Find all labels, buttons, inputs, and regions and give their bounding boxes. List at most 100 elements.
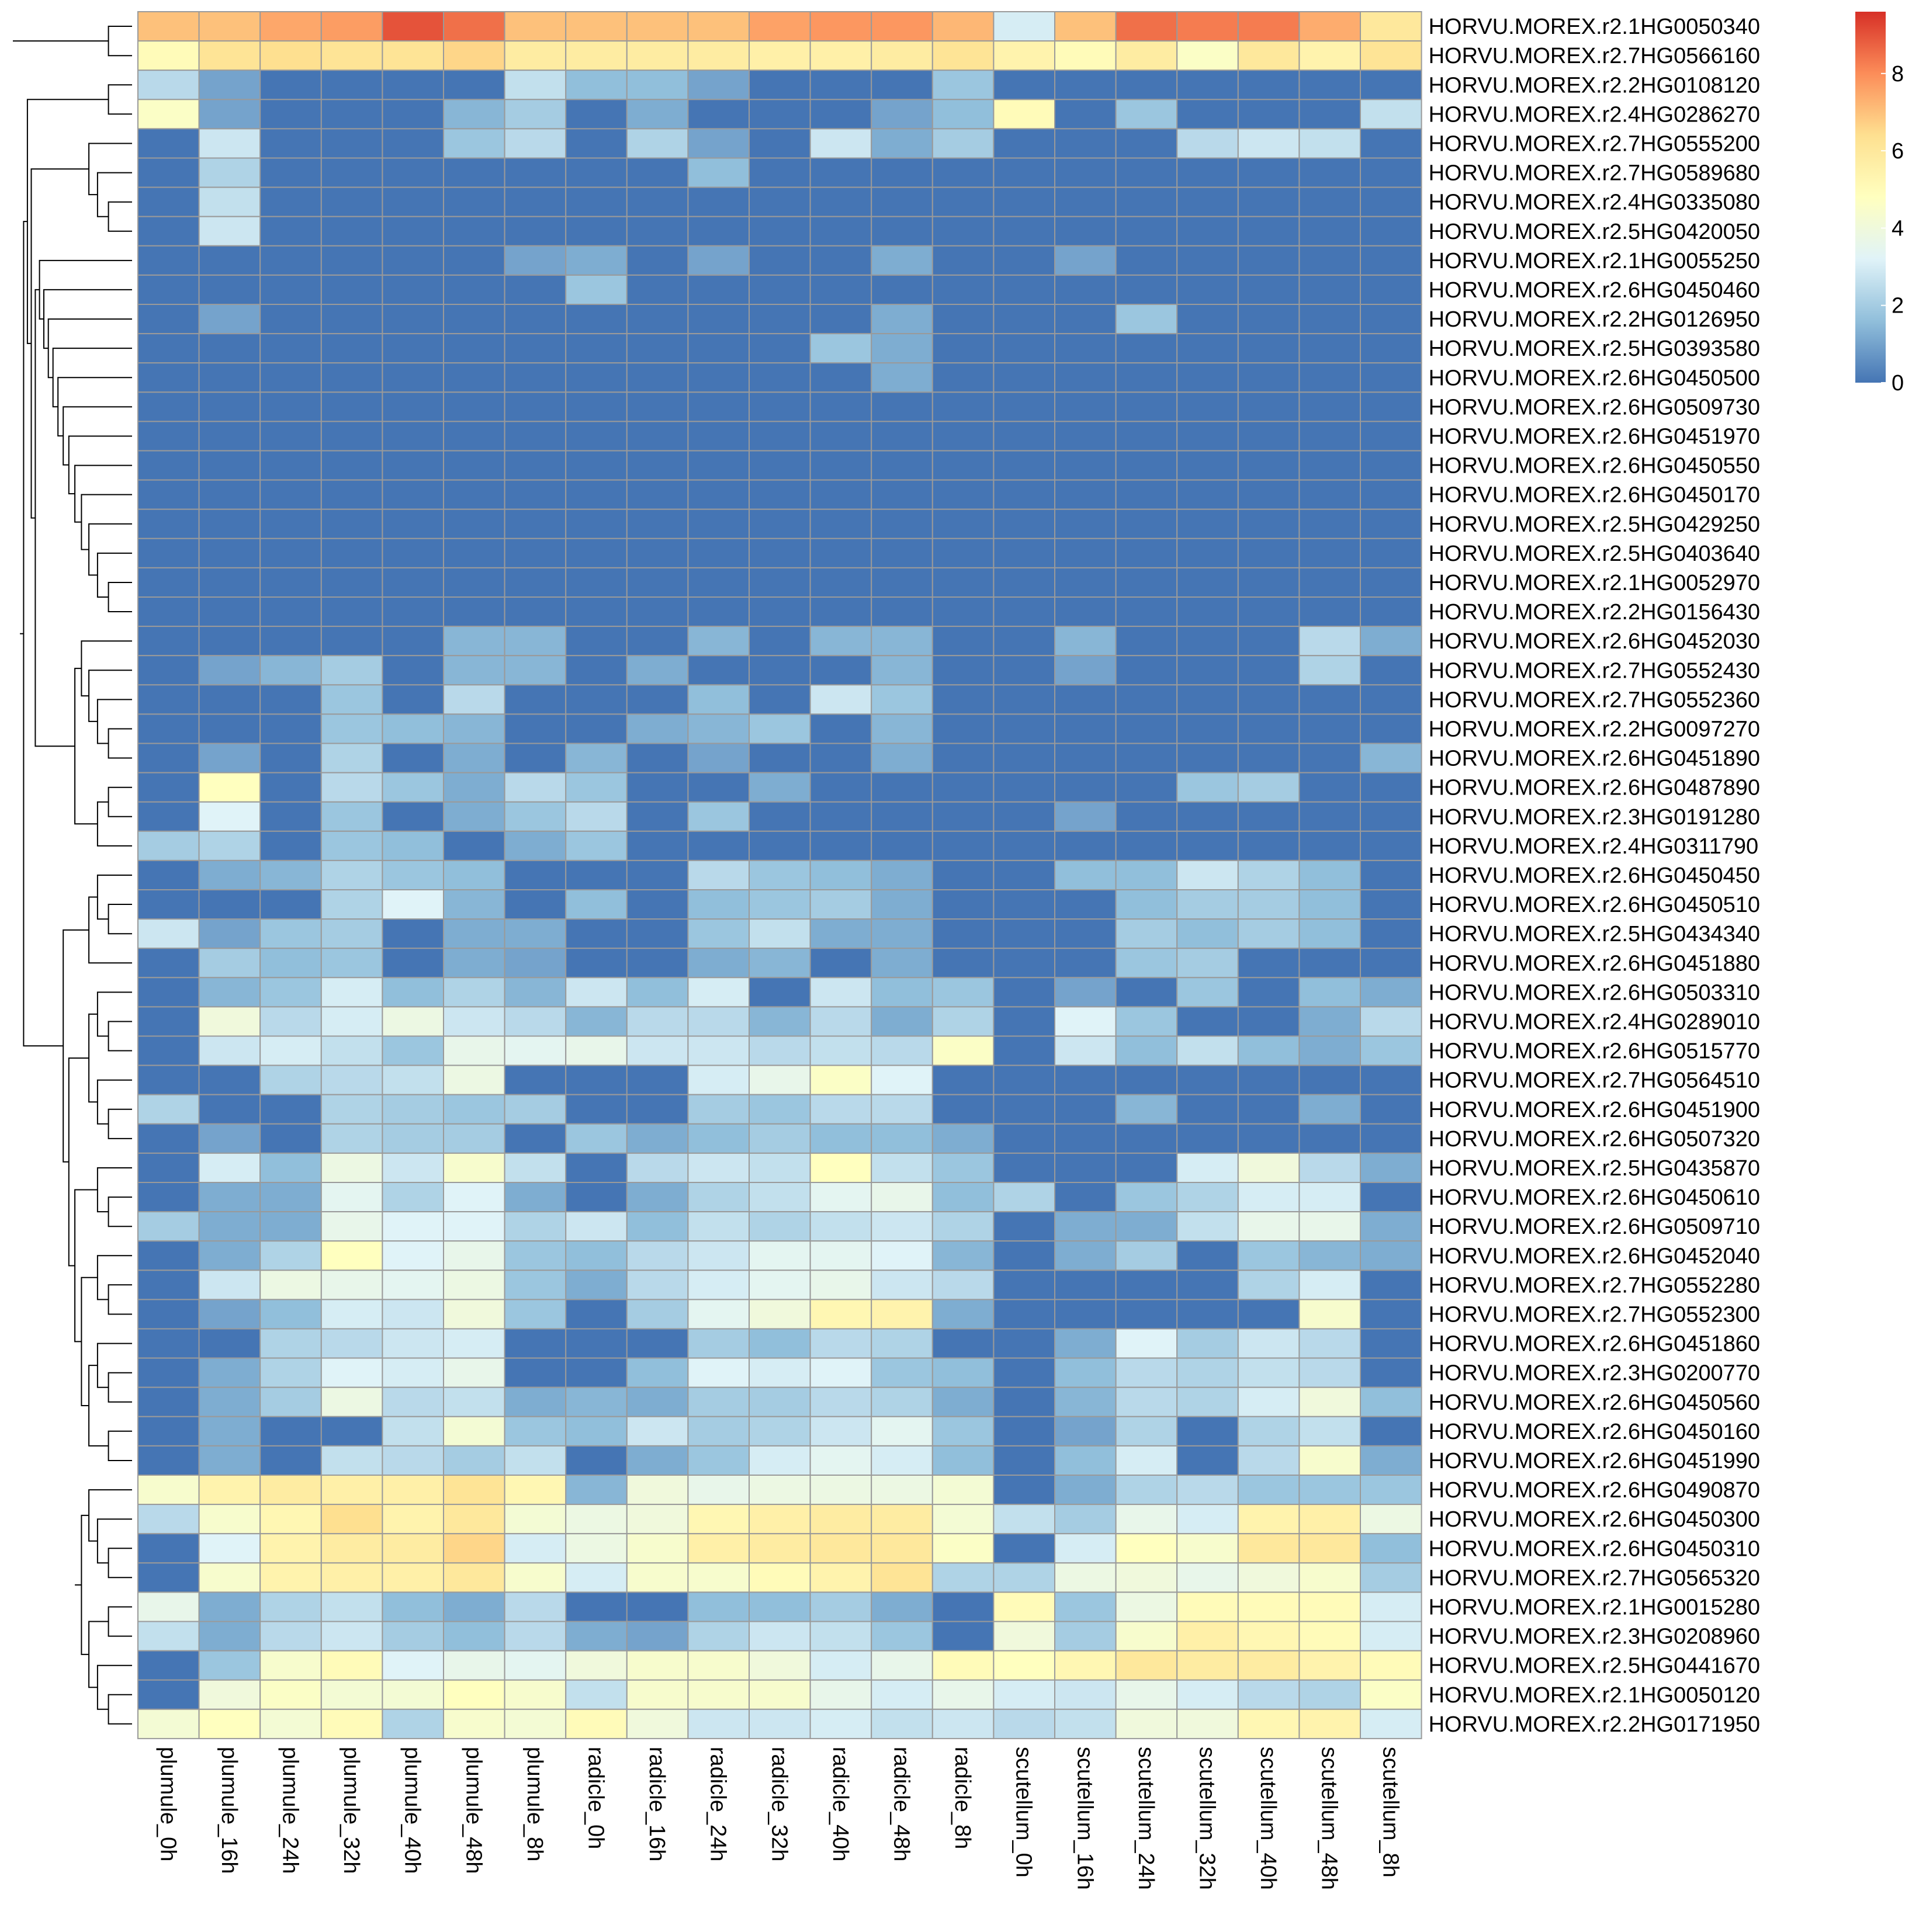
heatmap-cell bbox=[1237, 450, 1300, 481]
heatmap-cell bbox=[1360, 508, 1422, 539]
heatmap-cell bbox=[931, 567, 995, 598]
heatmap-cell bbox=[871, 948, 933, 979]
heatmap-cell bbox=[931, 421, 995, 452]
heatmap-cell bbox=[871, 1679, 933, 1710]
heatmap-cell bbox=[382, 1416, 445, 1447]
heatmap-cell bbox=[1176, 567, 1239, 598]
row-label: HORVU.MOREX.r2.2HG0126950 bbox=[1429, 307, 1760, 332]
heatmap-cell bbox=[1237, 333, 1300, 364]
heatmap-cell bbox=[443, 1211, 505, 1242]
heatmap-cell bbox=[993, 70, 1056, 100]
heatmap-cell bbox=[1176, 1445, 1239, 1476]
heatmap-cell bbox=[382, 1094, 445, 1125]
heatmap-cell bbox=[382, 1504, 445, 1535]
heatmap-cell bbox=[1237, 1123, 1300, 1154]
heatmap-cell bbox=[1298, 830, 1361, 861]
heatmap-cell bbox=[1298, 245, 1361, 276]
heatmap-cell bbox=[1054, 801, 1117, 832]
row-label: HORVU.MOREX.r2.6HG0450300 bbox=[1429, 1507, 1760, 1532]
heatmap-cell bbox=[1237, 596, 1300, 627]
heatmap-cell bbox=[749, 1591, 811, 1622]
heatmap-cell bbox=[1298, 1562, 1361, 1593]
heatmap-cell bbox=[1360, 1533, 1422, 1564]
heatmap-cell bbox=[687, 743, 750, 774]
heatmap-cell bbox=[931, 216, 995, 247]
heatmap-cell bbox=[443, 1035, 505, 1066]
heatmap-cell bbox=[1298, 1416, 1361, 1447]
heatmap-cell bbox=[565, 1445, 628, 1476]
heatmap-cell bbox=[871, 508, 933, 539]
heatmap-cell bbox=[809, 245, 872, 276]
heatmap-cell bbox=[993, 596, 1056, 627]
heatmap-cell bbox=[259, 1240, 322, 1271]
heatmap-cell bbox=[198, 537, 261, 568]
heatmap-cell bbox=[809, 1064, 872, 1095]
heatmap-cell bbox=[382, 1299, 445, 1330]
heatmap-cell bbox=[687, 1591, 750, 1622]
heatmap-cell bbox=[504, 1533, 567, 1564]
heatmap-cell bbox=[320, 1182, 383, 1213]
heatmap-cell bbox=[1360, 1475, 1422, 1506]
heatmap-cell bbox=[993, 186, 1056, 217]
heatmap-cell bbox=[809, 1357, 872, 1388]
heatmap-cell bbox=[198, 1211, 261, 1242]
row-label: HORVU.MOREX.r2.4HG0286270 bbox=[1429, 102, 1760, 127]
heatmap-cell bbox=[1360, 1416, 1422, 1447]
heatmap-cell bbox=[749, 596, 811, 627]
dendrogram-branch bbox=[34, 289, 75, 747]
heatmap-cell bbox=[1237, 157, 1300, 188]
heatmap-cell bbox=[993, 1269, 1056, 1300]
heatmap-cell bbox=[1176, 186, 1239, 217]
heatmap-cell bbox=[1298, 1445, 1361, 1476]
heatmap-cell bbox=[443, 333, 505, 364]
heatmap-cell bbox=[1237, 1679, 1300, 1710]
heatmap-cell bbox=[749, 1504, 811, 1535]
heatmap-cell bbox=[809, 977, 872, 1008]
heatmap-cell bbox=[749, 948, 811, 979]
heatmap-cell bbox=[1298, 216, 1361, 247]
heatmap-cell bbox=[320, 245, 383, 276]
heatmap-cell bbox=[1054, 1679, 1117, 1710]
heatmap-cell bbox=[931, 450, 995, 481]
heatmap-cell bbox=[137, 1240, 200, 1271]
heatmap-cell bbox=[626, 1621, 689, 1652]
dendrogram-branch bbox=[108, 1430, 132, 1461]
heatmap-cell bbox=[1237, 1299, 1300, 1330]
heatmap-cell bbox=[504, 713, 567, 744]
heatmap-cell bbox=[382, 216, 445, 247]
heatmap-cell bbox=[626, 948, 689, 979]
heatmap-cell bbox=[1360, 830, 1422, 861]
heatmap-cell bbox=[931, 713, 995, 744]
heatmap-cell bbox=[382, 245, 445, 276]
heatmap-cell bbox=[993, 1445, 1056, 1476]
row-label: HORVU.MOREX.r2.4HG0289010 bbox=[1429, 1010, 1760, 1034]
heatmap-cell bbox=[320, 1299, 383, 1330]
heatmap-cell bbox=[1237, 128, 1300, 159]
heatmap-cell bbox=[809, 216, 872, 247]
heatmap-cell bbox=[1298, 772, 1361, 803]
heatmap-cell bbox=[1115, 1562, 1178, 1593]
heatmap-cell bbox=[259, 889, 322, 920]
heatmap-cell bbox=[504, 977, 567, 1008]
heatmap-cell bbox=[871, 157, 933, 188]
heatmap-cell bbox=[749, 1562, 811, 1593]
heatmap-cell bbox=[809, 421, 872, 452]
row-label: HORVU.MOREX.r2.6HG0450310 bbox=[1429, 1536, 1760, 1561]
heatmap-cell bbox=[382, 713, 445, 744]
heatmap-cell bbox=[749, 1475, 811, 1506]
heatmap-cell bbox=[382, 889, 445, 920]
heatmap-cell bbox=[1360, 216, 1422, 247]
heatmap-cell bbox=[1298, 1504, 1361, 1535]
heatmap-cell bbox=[320, 801, 383, 832]
heatmap-cell bbox=[1360, 537, 1422, 568]
heatmap-cell bbox=[504, 1416, 567, 1447]
heatmap-cell bbox=[1115, 596, 1178, 627]
heatmap-cell bbox=[749, 391, 811, 422]
heatmap-cell bbox=[931, 1679, 995, 1710]
heatmap-cell bbox=[259, 70, 322, 100]
heatmap-cell bbox=[809, 128, 872, 159]
heatmap-cell bbox=[1298, 1123, 1361, 1154]
heatmap-cell bbox=[809, 1504, 872, 1535]
heatmap-cell bbox=[382, 1269, 445, 1300]
heatmap-cell bbox=[1176, 99, 1239, 130]
